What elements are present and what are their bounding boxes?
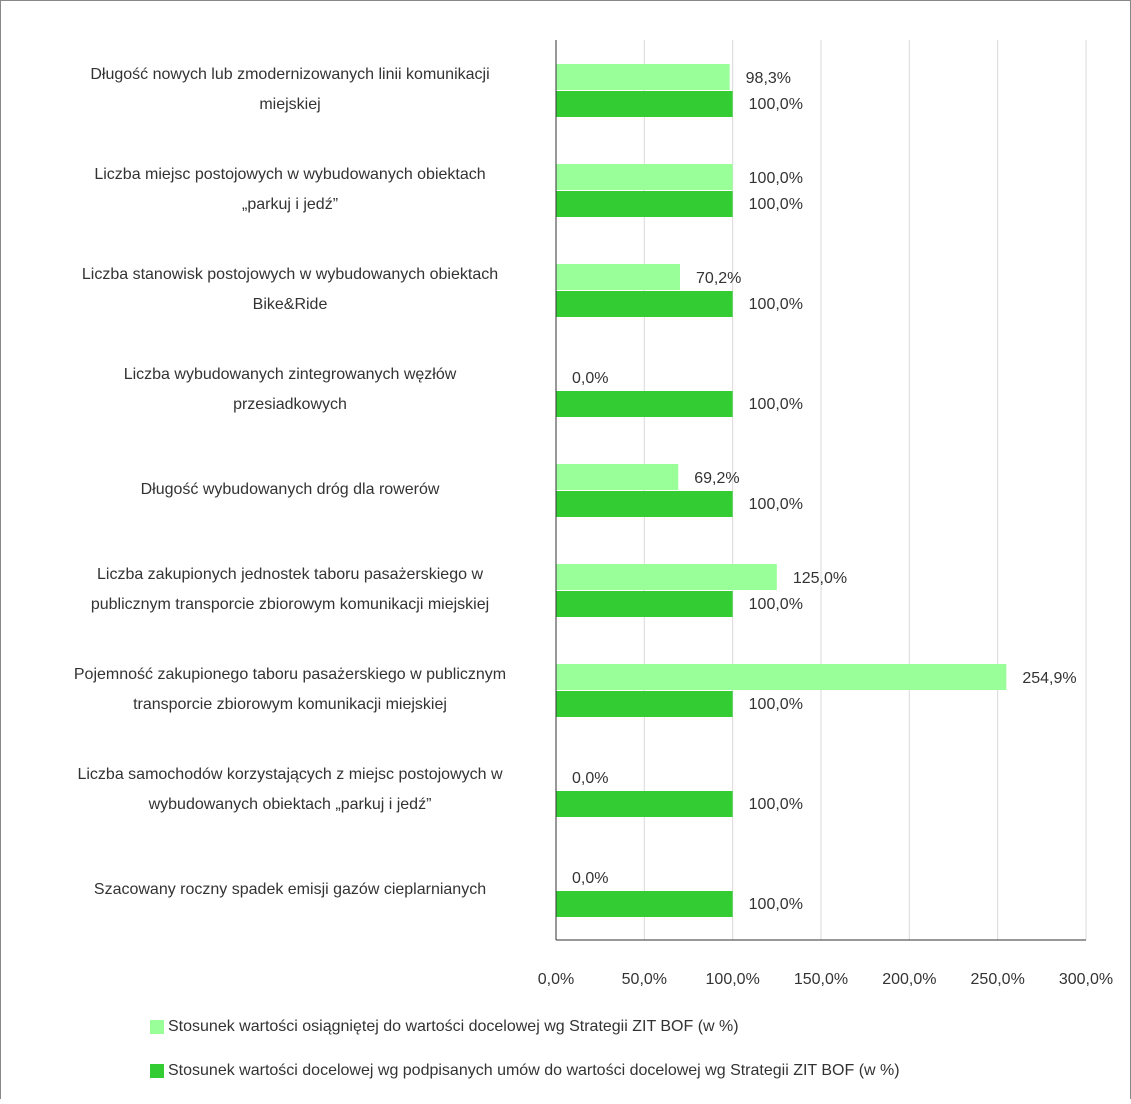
value-label: 0,0%	[572, 870, 608, 887]
x-tick-label: 300,0%	[1059, 971, 1113, 988]
value-label: 125,0%	[793, 570, 847, 587]
legend-swatch	[150, 1064, 164, 1078]
category-label: Liczba miejsc postojowych w wybudowanych…	[94, 166, 485, 183]
value-label: 254,9%	[1022, 670, 1076, 687]
value-label: 100,0%	[749, 496, 803, 513]
legend-label: Stosunek wartości osiągniętej do wartośc…	[168, 1018, 739, 1035]
value-label: 100,0%	[749, 596, 803, 613]
bar	[556, 291, 733, 317]
bar	[556, 564, 777, 590]
category-label: Szacowany roczny spadek emisji gazów cie…	[94, 881, 486, 898]
value-label: 0,0%	[572, 770, 608, 787]
value-label: 0,0%	[572, 370, 608, 387]
legend-label: Stosunek wartości docelowej wg podpisany…	[168, 1062, 900, 1079]
bar	[556, 891, 733, 917]
x-tick-label: 100,0%	[706, 971, 760, 988]
bar	[556, 464, 679, 490]
value-label: 100,0%	[749, 296, 803, 313]
bar	[556, 191, 733, 217]
category-label: Długość wybudowanych dróg dla rowerów	[141, 481, 440, 498]
value-label: 98,3%	[746, 70, 791, 87]
x-tick-label: 150,0%	[794, 971, 848, 988]
x-tick-label: 200,0%	[882, 971, 936, 988]
category-label: publicznym transporcie zbiorowym komunik…	[91, 596, 489, 613]
category-label: wybudowanych obiektach „parkuj i jedź”	[148, 796, 432, 813]
category-label: miejskiej	[259, 96, 320, 113]
x-tick-label: 250,0%	[971, 971, 1025, 988]
x-tick-label: 50,0%	[622, 971, 667, 988]
bar	[556, 391, 733, 417]
category-label: Pojemność zakupionego taboru pasażerskie…	[74, 666, 506, 683]
category-label: Liczba wybudowanych zintegrowanych węzłó…	[124, 366, 457, 383]
category-label: transporcie zbiorowym komunikacji miejsk…	[133, 696, 447, 713]
bar	[556, 491, 733, 517]
value-label: 100,0%	[749, 196, 803, 213]
category-label: Długość nowych lub zmodernizowanych lini…	[90, 66, 489, 83]
bar	[556, 164, 733, 190]
bar	[556, 591, 733, 617]
legend-swatch	[150, 1020, 164, 1034]
value-label: 100,0%	[749, 170, 803, 187]
value-label: 100,0%	[749, 396, 803, 413]
category-label: Liczba zakupionych jednostek taboru pasa…	[97, 566, 483, 583]
value-label: 100,0%	[749, 796, 803, 813]
value-label: 100,0%	[749, 896, 803, 913]
bar	[556, 264, 681, 290]
bar	[556, 664, 1007, 690]
category-label: „parkuj i jedź”	[242, 196, 338, 213]
value-label: 100,0%	[749, 96, 803, 113]
bar	[556, 64, 730, 90]
value-label: 69,2%	[694, 470, 739, 487]
value-label: 70,2%	[696, 270, 741, 287]
bar	[556, 91, 733, 117]
value-label: 100,0%	[749, 696, 803, 713]
category-label: Liczba stanowisk postojowych w wybudowan…	[82, 266, 498, 283]
bar	[556, 791, 733, 817]
category-label: Liczba samochodów korzystających z miejs…	[77, 766, 503, 783]
bar	[556, 691, 733, 717]
category-label: Bike&Ride	[253, 296, 328, 313]
x-tick-label: 0,0%	[538, 971, 574, 988]
category-label: przesiadkowych	[233, 396, 347, 413]
